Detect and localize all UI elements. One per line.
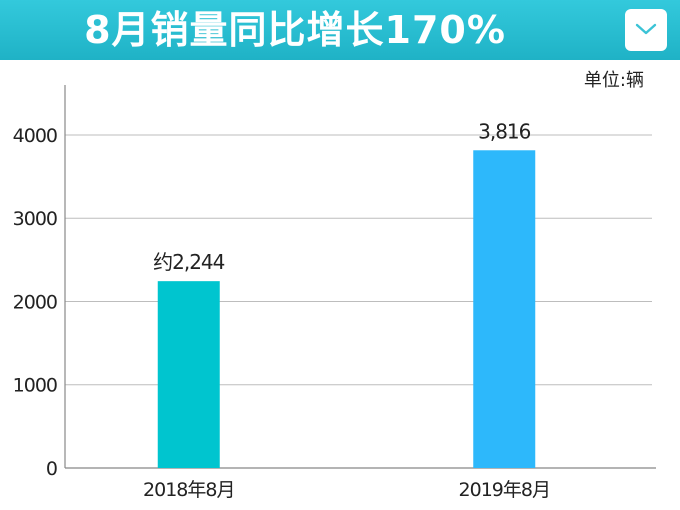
title-banner: 8月销量同比增长170% bbox=[0, 0, 680, 60]
axes bbox=[64, 85, 656, 469]
labels: 0 1000 2000 3000 4000 约2,244 2018年8月 3,816 2019年… bbox=[13, 119, 551, 501]
data-label: 3,816 bbox=[478, 119, 531, 143]
menu-toggle-button[interactable] bbox=[625, 9, 667, 51]
y-tick-label: 3000 bbox=[13, 208, 57, 230]
chevron-down-icon bbox=[635, 23, 657, 35]
bars bbox=[157, 150, 536, 468]
unit-label: 单位:辆 bbox=[583, 70, 644, 91]
y-tick-label: 2000 bbox=[13, 291, 57, 313]
y-tick-label: 1000 bbox=[13, 375, 57, 397]
data-label: 约2,244 bbox=[153, 250, 225, 274]
page-title: 8月销量同比增长170% bbox=[84, 8, 506, 52]
y-tick-label: 0 bbox=[46, 458, 57, 480]
x-tick-label: 2018年8月 bbox=[143, 479, 234, 501]
x-tick-label: 2019年8月 bbox=[459, 479, 550, 501]
bar-2 bbox=[473, 150, 536, 468]
y-tick-label: 4000 bbox=[13, 125, 57, 147]
bar-1 bbox=[157, 281, 220, 468]
